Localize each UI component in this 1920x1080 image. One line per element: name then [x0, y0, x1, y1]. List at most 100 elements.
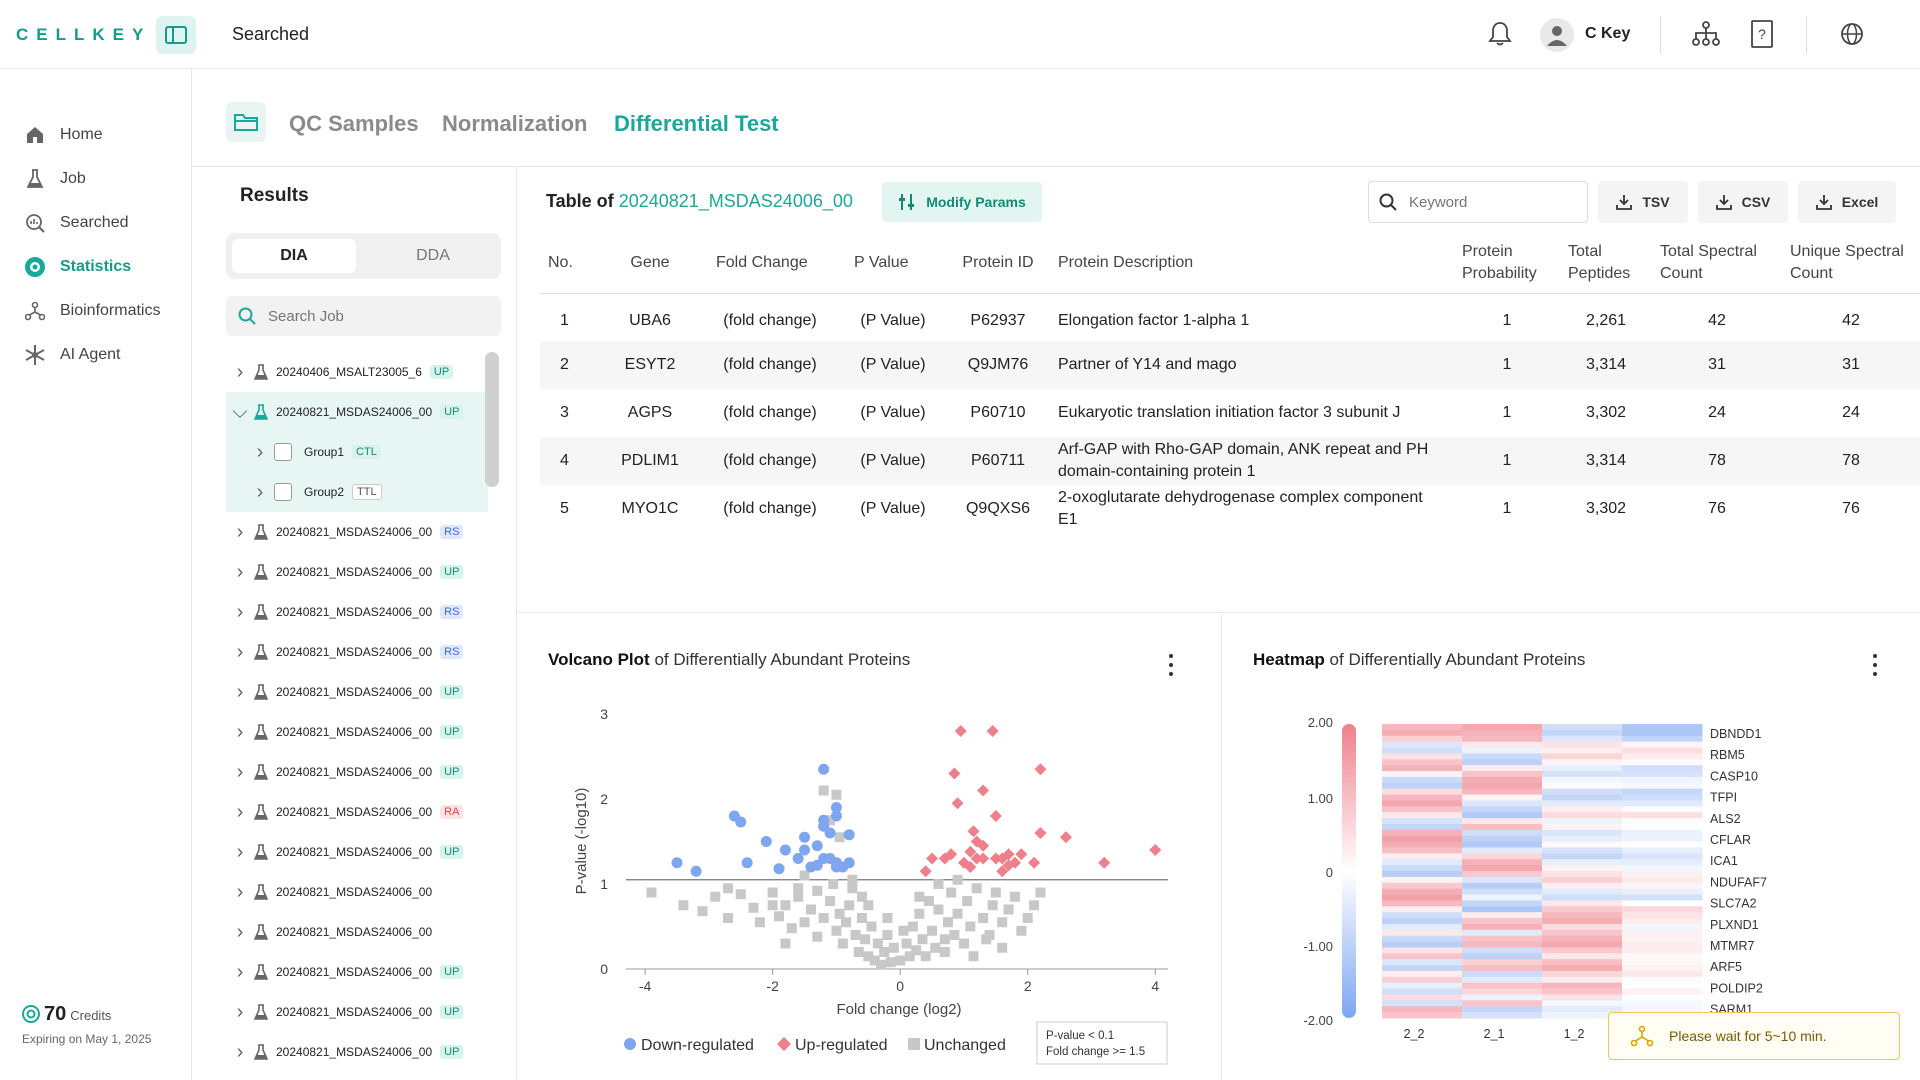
download-excel-button[interactable]: Excel	[1798, 181, 1896, 223]
table-row[interactable]: 2 ESYT2 (fold change) (P Value) Q9JM76 Partne…	[540, 341, 1920, 389]
column-header[interactable]: Gene	[600, 233, 700, 294]
download-tsv-button[interactable]: TSV	[1598, 181, 1688, 223]
chevron-right-icon[interactable]: ›	[236, 1040, 244, 1063]
job-search-input[interactable]	[268, 307, 468, 325]
chevron-right-icon[interactable]: ›	[236, 760, 244, 783]
column-header[interactable]: Total Peptides	[1560, 233, 1652, 294]
job-group-row[interactable]: › Group2 TTL	[226, 472, 488, 512]
hierarchy-icon[interactable]	[1690, 18, 1722, 50]
column-header[interactable]: Unique Spectral Count	[1782, 233, 1920, 294]
table-cell: 76	[1708, 500, 1726, 517]
unchanged-point	[946, 887, 957, 898]
chevron-right-icon[interactable]: ›	[236, 360, 244, 383]
sidebar-item-job[interactable]: Job	[24, 165, 86, 193]
app-logo[interactable]: CELLKEY	[16, 25, 152, 44]
chevron-right-icon[interactable]: ›	[236, 920, 244, 943]
column-header[interactable]: No.	[540, 233, 600, 294]
job-tree-row[interactable]: › 20240406_MSALT23005_6 UP	[226, 352, 488, 392]
sidebar-item-label: Searched	[60, 214, 129, 231]
job-tree-row[interactable]: › 20240821_MSDAS24006_00 RS	[226, 592, 488, 632]
notification-bell-icon[interactable]	[1484, 18, 1516, 50]
column-header[interactable]: P Value	[840, 233, 946, 294]
sidebar-toggle-button[interactable]	[156, 16, 196, 54]
group-checkbox[interactable]	[274, 483, 292, 501]
table-cell: P62937	[970, 312, 1026, 330]
column-header[interactable]: Protein Description	[1050, 233, 1454, 294]
job-tree-row[interactable]: › 20240821_MSDAS24006_00 UP	[226, 552, 488, 592]
column-header[interactable]: Protein ID	[946, 233, 1050, 294]
sidebar-item-searched[interactable]: Searched	[24, 209, 129, 237]
heatmap-cell	[1542, 988, 1623, 995]
group-checkbox[interactable]	[274, 443, 292, 461]
job-group-row[interactable]: › Group1 CTL	[226, 432, 488, 472]
dia-option[interactable]: DIA	[232, 239, 356, 273]
heatmap-menu-kebab-icon[interactable]	[1872, 654, 1878, 676]
chevron-right-icon[interactable]: ›	[236, 800, 244, 823]
job-tree-row[interactable]: › 20240821_MSDAS24006_00 UP	[226, 952, 488, 992]
download-csv-button[interactable]: CSV	[1698, 181, 1788, 223]
chevron-down-icon[interactable]: ⌵	[232, 400, 248, 423]
sidebar-item-bioinformatics[interactable]: Bioinformatics	[24, 297, 160, 325]
unchanged-point	[965, 921, 976, 932]
folder-button[interactable]	[226, 102, 266, 142]
sidebar-item-ai-agent[interactable]: AI Agent	[24, 341, 121, 369]
up-regulated-point	[1002, 859, 1015, 872]
table-row[interactable]: 5 MYO1C (fold change) (P Value) Q9QXS6 2-oxog…	[540, 485, 1920, 533]
table-title-prefix: Table of	[546, 191, 614, 211]
table-row[interactable]: 3 AGPS (fold change) (P Value) P60710 Eukaryo…	[540, 389, 1920, 437]
chevron-right-icon[interactable]: ›	[236, 720, 244, 743]
volcano-menu-kebab-icon[interactable]	[1168, 654, 1174, 676]
user-name[interactable]: C Key	[1585, 25, 1631, 42]
job-tree-row[interactable]: › 20240821_MSDAS24006_00 UP	[226, 992, 488, 1032]
job-tree-row[interactable]: › 20240821_MSDAS24006_00 UP	[226, 712, 488, 752]
job-tree-row[interactable]: › 20240821_MSDAS24006_00 RS	[226, 632, 488, 672]
chevron-right-icon[interactable]: ›	[256, 480, 264, 503]
keyword-input[interactable]	[1409, 193, 1569, 211]
column-header[interactable]: Protein Probability	[1454, 233, 1560, 294]
chevron-right-icon[interactable]: ›	[236, 1000, 244, 1023]
chevron-right-icon[interactable]: ›	[236, 880, 244, 903]
job-tree-row[interactable]: › 20240821_MSDAS24006_00	[226, 912, 488, 952]
chevron-right-icon[interactable]: ›	[256, 440, 264, 463]
column-header[interactable]: Fold Change	[700, 233, 840, 294]
sidebar-item-statistics[interactable]: Statistics	[24, 253, 131, 281]
chevron-right-icon[interactable]: ›	[236, 640, 244, 663]
table-row[interactable]: 1 UBA6 (fold change) (P Value) P62937 Elongat…	[540, 293, 1920, 341]
column-header[interactable]: Total Spectral Count	[1652, 233, 1782, 294]
tab-differential-test[interactable]: Differential Test	[614, 111, 779, 136]
chevron-right-icon[interactable]: ›	[236, 520, 244, 543]
job-tree-row[interactable]: › 20240821_MSDAS24006_00 UP	[226, 1032, 488, 1072]
job-tree-row[interactable]: ⌵ 20240821_MSDAS24006_00 UP	[226, 392, 488, 432]
chevron-right-icon[interactable]: ›	[236, 600, 244, 623]
unchanged-point	[856, 891, 867, 902]
job-tree-row[interactable]: › 20240821_MSDAS24006_00 RS	[226, 512, 488, 552]
heatmap-title-rest: of Differentially Abundant Proteins	[1329, 650, 1586, 669]
language-globe-icon[interactable]	[1836, 18, 1868, 50]
chevron-right-icon[interactable]: ›	[236, 680, 244, 703]
tab-qc-samples[interactable]: QC Samples	[289, 111, 419, 136]
chevron-right-icon[interactable]: ›	[236, 560, 244, 583]
table-cell: 42	[1842, 312, 1860, 330]
table-row[interactable]: 4 PDLIM1 (fold change) (P Value) P60711 Arf-G…	[540, 437, 1920, 485]
chevron-right-icon[interactable]: ›	[236, 840, 244, 863]
tab-normalization[interactable]: Normalization	[442, 111, 588, 136]
job-tree-row[interactable]: › 20240821_MSDAS24006_00 UP	[226, 672, 488, 712]
job-search-box[interactable]	[226, 296, 501, 336]
job-tree-scrollbar[interactable]	[485, 352, 499, 487]
unchanged-point	[850, 930, 861, 940]
user-avatar[interactable]	[1540, 18, 1574, 52]
job-tree-row[interactable]: › 20240821_MSDAS24006_00	[226, 872, 488, 912]
keyword-search-box[interactable]	[1368, 181, 1588, 223]
heatmap-cell	[1462, 941, 1543, 948]
heatmap-row-label: CASP10	[1710, 769, 1758, 783]
heatmap-cell	[1382, 747, 1463, 754]
modify-params-button[interactable]: Modify Params	[882, 182, 1042, 222]
job-tree-row[interactable]: › 20240821_MSDAS24006_00 UP	[226, 832, 488, 872]
help-book-icon[interactable]: ?	[1746, 18, 1778, 50]
sidebar-item-home[interactable]: Home	[24, 121, 103, 149]
unchanged-point	[939, 947, 950, 957]
dda-option[interactable]: DDA	[416, 247, 450, 264]
job-tree-row[interactable]: › 20240821_MSDAS24006_00 RA	[226, 792, 488, 832]
chevron-right-icon[interactable]: ›	[236, 960, 244, 983]
job-tree-row[interactable]: › 20240821_MSDAS24006_00 UP	[226, 752, 488, 792]
